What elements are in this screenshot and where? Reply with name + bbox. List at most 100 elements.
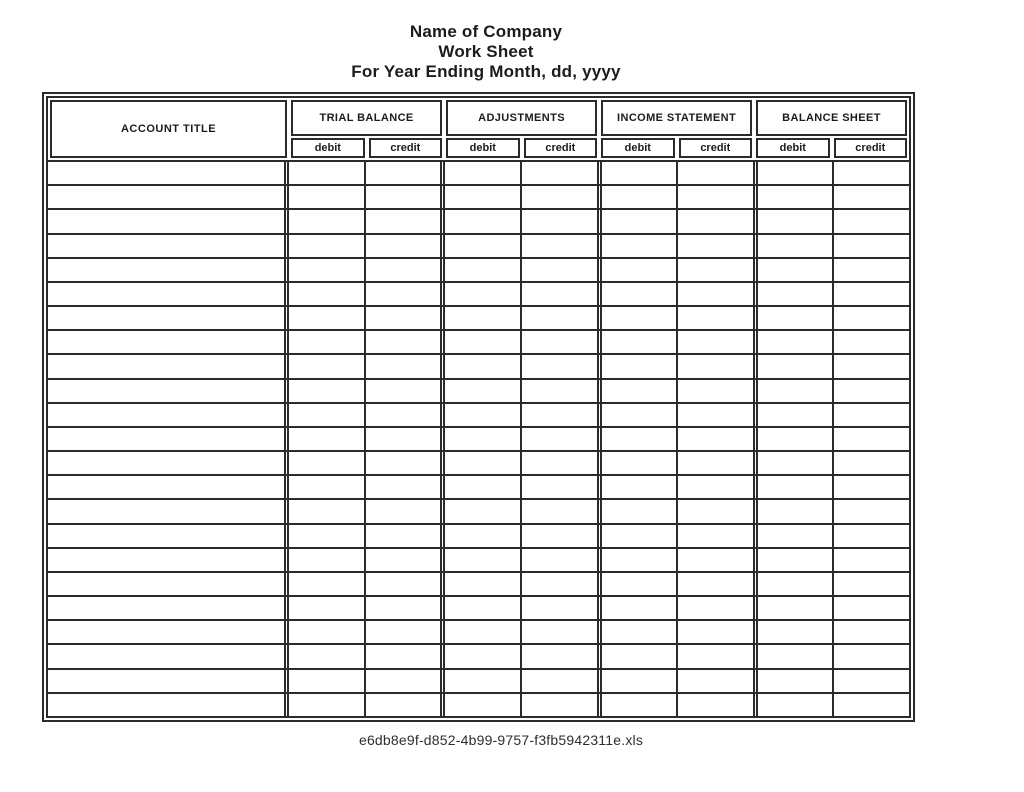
- cell-trial-balance-debit: [289, 379, 366, 402]
- cell-balance-sheet-credit: [834, 259, 909, 281]
- column-header-balance-sheet: BALANCE SHEET: [756, 100, 908, 136]
- column-header-trial-balance: TRIAL BALANCE: [291, 100, 443, 136]
- subcolumn-header-trial-balance-credit: credit: [368, 138, 443, 158]
- cell-adjustments-credit: [522, 500, 602, 523]
- cell-income-statement-debit: [602, 234, 679, 257]
- cell-income-statement-credit: [678, 548, 758, 571]
- table-row: [48, 546, 909, 571]
- cell-balance-sheet-debit: [758, 355, 835, 378]
- cell-adjustments-debit: [445, 693, 522, 716]
- cell-trial-balance-credit: [366, 669, 446, 692]
- cell-balance-sheet-credit: [834, 404, 909, 426]
- cell-balance-sheet-debit: [758, 621, 835, 644]
- cell-balance-sheet-credit: [834, 645, 909, 667]
- cell-income-statement-debit: [602, 282, 679, 306]
- cell-account-title: [48, 597, 290, 620]
- cell-account-title: [48, 331, 290, 354]
- cell-adjustments-credit: [522, 282, 602, 306]
- worksheet-table: ACCOUNT TITLE TRIAL BALANCE debit credit…: [42, 92, 915, 722]
- cell-adjustments-credit: [522, 234, 602, 257]
- subcolumn-header-balance-sheet-debit: debit: [756, 138, 830, 158]
- cell-account-title: [48, 234, 290, 257]
- cell-account-title: [48, 210, 290, 233]
- period-title: For Year Ending Month, dd, yyyy: [351, 62, 621, 81]
- cell-adjustments-debit: [445, 452, 522, 475]
- table-row: [48, 691, 909, 716]
- cell-balance-sheet-debit: [758, 234, 835, 257]
- filename-footer: e6db8e9f-d852-4b99-9757-f3fb5942311e.xls: [358, 732, 644, 748]
- cell-trial-balance-credit: [366, 524, 446, 547]
- table-row: [48, 619, 909, 644]
- cell-income-statement-credit: [678, 572, 758, 596]
- cell-trial-balance-debit: [289, 210, 366, 233]
- cell-trial-balance-credit: [366, 403, 446, 426]
- cell-trial-balance-credit: [366, 331, 446, 354]
- cell-income-statement-credit: [678, 427, 758, 451]
- cell-account-title: [48, 307, 290, 330]
- cell-trial-balance-credit: [366, 500, 446, 523]
- table-row: [48, 377, 909, 402]
- cell-balance-sheet-debit: [758, 693, 835, 716]
- table-row: [48, 474, 909, 499]
- cell-income-statement-debit: [602, 162, 679, 185]
- cell-balance-sheet-credit: [834, 525, 909, 547]
- cell-income-statement-debit: [602, 210, 679, 233]
- cell-trial-balance-debit: [289, 331, 366, 354]
- cell-income-statement-credit: [678, 258, 758, 281]
- cell-adjustments-debit: [445, 427, 522, 451]
- cell-trial-balance-credit: [366, 379, 446, 402]
- cell-trial-balance-debit: [289, 403, 366, 426]
- cell-account-title: [48, 403, 290, 426]
- cell-trial-balance-credit: [366, 282, 446, 306]
- cell-trial-balance-debit: [289, 162, 366, 185]
- cell-balance-sheet-debit: [758, 524, 835, 547]
- cell-trial-balance-debit: [289, 452, 366, 475]
- cell-income-statement-debit: [602, 355, 679, 378]
- cell-trial-balance-credit: [366, 476, 446, 499]
- cell-trial-balance-credit: [366, 210, 446, 233]
- cell-account-title: [48, 572, 290, 596]
- table-row: [48, 498, 909, 523]
- cell-adjustments-credit: [522, 524, 602, 547]
- table-row: [48, 425, 909, 451]
- cell-balance-sheet-credit: [834, 500, 909, 522]
- cell-account-title: [48, 162, 290, 185]
- cell-adjustments-debit: [445, 258, 522, 281]
- cell-adjustments-debit: [445, 307, 522, 330]
- cell-balance-sheet-credit: [834, 283, 909, 305]
- cell-account-title: [48, 379, 290, 402]
- cell-income-statement-credit: [678, 162, 758, 185]
- cell-balance-sheet-credit: [834, 549, 909, 571]
- cell-income-statement-credit: [678, 379, 758, 402]
- cell-balance-sheet-debit: [758, 548, 835, 571]
- cell-balance-sheet-credit: [834, 380, 909, 402]
- cell-balance-sheet-debit: [758, 258, 835, 281]
- cell-adjustments-credit: [522, 572, 602, 596]
- table-row: [48, 595, 909, 620]
- cell-adjustments-credit: [522, 621, 602, 644]
- cell-adjustments-credit: [522, 403, 602, 426]
- cell-account-title: [48, 355, 290, 378]
- cell-adjustments-credit: [522, 379, 602, 402]
- cell-income-statement-debit: [602, 307, 679, 330]
- cell-income-statement-debit: [602, 476, 679, 499]
- cell-account-title: [48, 524, 290, 547]
- cell-balance-sheet-credit: [834, 210, 909, 232]
- section-adjustments: ADJUSTMENTS debit credit: [444, 98, 599, 160]
- cell-trial-balance-credit: [366, 645, 446, 668]
- cell-account-title: [48, 282, 290, 306]
- cell-balance-sheet-credit: [834, 307, 909, 329]
- cell-adjustments-credit: [522, 258, 602, 281]
- cell-income-statement-credit: [678, 693, 758, 716]
- cell-adjustments-debit: [445, 186, 522, 209]
- cell-adjustments-credit: [522, 548, 602, 571]
- cell-adjustments-debit: [445, 645, 522, 668]
- cell-adjustments-credit: [522, 476, 602, 499]
- cell-adjustments-debit: [445, 234, 522, 257]
- cell-trial-balance-debit: [289, 476, 366, 499]
- cell-income-statement-debit: [602, 572, 679, 596]
- cell-income-statement-credit: [678, 234, 758, 257]
- table-row: [48, 401, 909, 426]
- cell-account-title: [48, 427, 290, 451]
- cell-trial-balance-debit: [289, 645, 366, 668]
